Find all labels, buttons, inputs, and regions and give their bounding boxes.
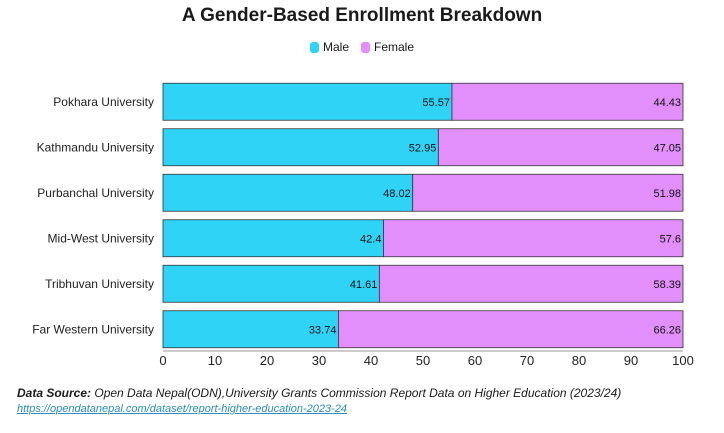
legend-item-female[interactable]: Female <box>361 40 414 54</box>
bar-male-purbanchal-university <box>162 173 414 212</box>
legend-item-male[interactable]: Male <box>309 40 349 54</box>
category-label-far-western-university: Far Western University <box>32 322 154 336</box>
bar-male-mid-west-university <box>162 219 384 258</box>
data-label-female-pokhara-university: 44.43 <box>653 97 681 109</box>
bar-male-tribhuvan-university <box>162 264 380 303</box>
chart-title: A Gender-Based Enrollment Breakdown <box>181 5 543 26</box>
data-label-female-kathmandu-university: 47.05 <box>653 142 681 154</box>
legend-swatch-female <box>361 41 370 53</box>
bar-male-pokhara-university <box>162 82 453 121</box>
x-tick-label-20: 20 <box>260 353 274 368</box>
data-source-text: Open Data Nepal(ODN),University Grants C… <box>91 386 622 400</box>
data-label-female-mid-west-university: 57.6 <box>660 233 681 245</box>
data-source-link[interactable]: https://opendatanepal.com/dataset/report… <box>17 403 348 415</box>
bar-female-kathmandu-university <box>437 128 684 167</box>
x-tick-label-60: 60 <box>468 353 482 368</box>
x-tick-label-10: 10 <box>208 353 222 368</box>
category-label-pokhara-university: Pokhara University <box>53 95 154 109</box>
stacked-bar-chart: Pokhara University 55.57 44.43 Kathmandu Un… <box>32 82 694 368</box>
bar-female-pokhara-university <box>451 82 684 121</box>
data-source: Data Source: Open Data Nepal(ODN),Univer… <box>17 386 621 400</box>
data-label-male-purbanchal-university: 48.02 <box>383 188 411 200</box>
bar-male-kathmandu-university <box>162 128 439 167</box>
x-tick-label-40: 40 <box>364 353 378 368</box>
bar-male-far-western-university <box>162 310 339 349</box>
legend-label-female: Female <box>374 40 415 54</box>
bar-female-mid-west-university <box>383 219 684 258</box>
bar-female-far-western-university <box>338 310 684 349</box>
data-label-male-pokhara-university: 55.57 <box>422 97 450 109</box>
category-label-kathmandu-university: Kathmandu University <box>37 140 154 154</box>
category-label-mid-west-university: Mid-West University <box>48 231 154 245</box>
legend: Male Female <box>0 40 724 54</box>
x-tick-label-100: 100 <box>672 353 694 368</box>
data-label-male-tribhuvan-university: 41.61 <box>350 279 378 291</box>
data-label-female-tribhuvan-university: 58.39 <box>653 279 681 291</box>
bar-female-purbanchal-university <box>412 173 684 212</box>
data-label-male-kathmandu-university: 52.95 <box>409 142 437 154</box>
legend-swatch-male <box>309 41 319 53</box>
data-label-female-purbanchal-university: 51.98 <box>653 188 681 200</box>
x-tick-label-80: 80 <box>572 353 586 368</box>
legend-label-male: Male <box>322 40 349 54</box>
x-tick-label-90: 90 <box>624 353 638 368</box>
data-label-male-mid-west-university: 42.4 <box>360 233 381 245</box>
data-label-female-far-western-university: 66.26 <box>653 324 681 336</box>
x-tick-label-30: 30 <box>312 353 326 368</box>
bar-female-tribhuvan-university <box>378 264 684 303</box>
x-tick-label-70: 70 <box>520 353 534 368</box>
category-label-tribhuvan-university: Tribhuvan University <box>45 277 154 291</box>
x-tick-label-0: 0 <box>159 353 166 368</box>
data-label-male-far-western-university: 33.74 <box>309 324 337 336</box>
data-source-label: Data Source: <box>17 386 92 400</box>
x-tick-label-50: 50 <box>416 353 430 368</box>
category-label-purbanchal-university: Purbanchal University <box>37 186 154 200</box>
